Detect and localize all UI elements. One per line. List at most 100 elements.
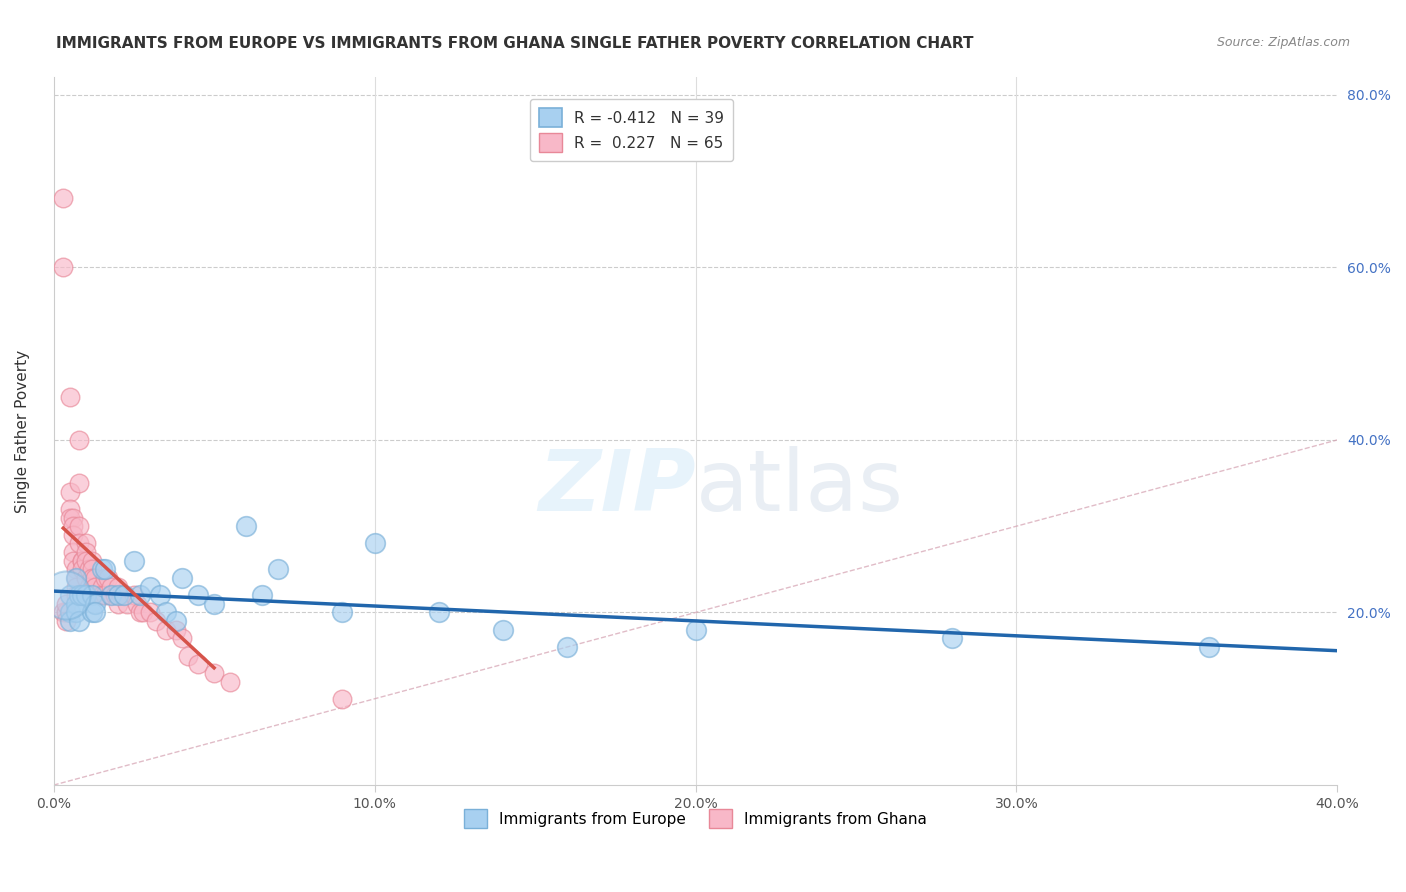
Point bbox=[84, 597, 107, 611]
Point bbox=[170, 632, 193, 646]
Point bbox=[100, 580, 122, 594]
Point bbox=[62, 554, 84, 568]
Point bbox=[129, 606, 152, 620]
Point bbox=[90, 588, 112, 602]
Point bbox=[363, 536, 385, 550]
Point bbox=[75, 545, 97, 559]
Point bbox=[100, 588, 122, 602]
Point bbox=[59, 502, 82, 516]
Point bbox=[94, 571, 117, 585]
Point bbox=[117, 597, 139, 611]
Point bbox=[177, 648, 200, 663]
Point bbox=[90, 580, 112, 594]
Point bbox=[148, 588, 170, 602]
Point bbox=[427, 606, 450, 620]
Point bbox=[75, 571, 97, 585]
Point bbox=[59, 510, 82, 524]
Point bbox=[59, 390, 82, 404]
Point bbox=[55, 597, 77, 611]
Point bbox=[67, 476, 90, 491]
Point bbox=[67, 433, 90, 447]
Point bbox=[62, 528, 84, 542]
Point bbox=[52, 260, 75, 275]
Point bbox=[170, 571, 193, 585]
Point bbox=[941, 632, 963, 646]
Point bbox=[59, 614, 82, 628]
Point bbox=[165, 614, 187, 628]
Point bbox=[72, 562, 94, 576]
Point bbox=[107, 597, 129, 611]
Point bbox=[110, 588, 132, 602]
Point bbox=[155, 606, 177, 620]
Point bbox=[62, 545, 84, 559]
Point bbox=[65, 562, 87, 576]
Point bbox=[65, 571, 87, 585]
Point bbox=[219, 674, 242, 689]
Point bbox=[72, 554, 94, 568]
Text: IMMIGRANTS FROM EUROPE VS IMMIGRANTS FROM GHANA SINGLE FATHER POVERTY CORRELATIO: IMMIGRANTS FROM EUROPE VS IMMIGRANTS FRO… bbox=[56, 36, 974, 51]
Point bbox=[84, 606, 107, 620]
Text: ZIP: ZIP bbox=[538, 446, 696, 529]
Legend: Immigrants from Europe, Immigrants from Ghana: Immigrants from Europe, Immigrants from … bbox=[458, 803, 934, 834]
Point bbox=[235, 519, 257, 533]
Point bbox=[555, 640, 578, 654]
Point bbox=[187, 657, 209, 672]
Point bbox=[75, 536, 97, 550]
Point bbox=[62, 510, 84, 524]
Point bbox=[84, 571, 107, 585]
Point bbox=[685, 623, 707, 637]
Point bbox=[82, 562, 104, 576]
Point bbox=[492, 623, 515, 637]
Point bbox=[67, 519, 90, 533]
Text: Source: ZipAtlas.com: Source: ZipAtlas.com bbox=[1216, 36, 1350, 49]
Point bbox=[252, 588, 274, 602]
Point bbox=[82, 554, 104, 568]
Point bbox=[65, 588, 87, 602]
Point bbox=[59, 588, 82, 602]
Point bbox=[72, 588, 94, 602]
Point bbox=[122, 588, 145, 602]
Point bbox=[67, 536, 90, 550]
Point bbox=[112, 588, 135, 602]
Point bbox=[267, 562, 290, 576]
Point bbox=[52, 606, 75, 620]
Point bbox=[55, 588, 77, 602]
Point bbox=[165, 623, 187, 637]
Point bbox=[94, 588, 117, 602]
Point bbox=[59, 606, 82, 620]
Point bbox=[112, 588, 135, 602]
Point bbox=[75, 554, 97, 568]
Point bbox=[332, 606, 354, 620]
Point bbox=[65, 571, 87, 585]
Point bbox=[62, 519, 84, 533]
Point bbox=[145, 614, 167, 628]
Point bbox=[104, 588, 127, 602]
Point bbox=[139, 580, 162, 594]
Point bbox=[82, 606, 104, 620]
Point bbox=[1198, 640, 1220, 654]
Point bbox=[55, 614, 77, 628]
Point bbox=[90, 562, 112, 576]
Point bbox=[100, 588, 122, 602]
Point bbox=[139, 606, 162, 620]
Point bbox=[72, 554, 94, 568]
Point bbox=[107, 588, 129, 602]
Point bbox=[202, 597, 225, 611]
Point bbox=[94, 562, 117, 576]
Point bbox=[332, 691, 354, 706]
Point bbox=[97, 571, 120, 585]
Point bbox=[82, 571, 104, 585]
Point bbox=[202, 665, 225, 680]
Point bbox=[67, 614, 90, 628]
Point bbox=[55, 606, 77, 620]
Point bbox=[129, 588, 152, 602]
Point bbox=[65, 606, 87, 620]
Point bbox=[155, 623, 177, 637]
Point bbox=[65, 597, 87, 611]
Point bbox=[77, 562, 100, 576]
Point bbox=[84, 580, 107, 594]
Point bbox=[67, 588, 90, 602]
Point bbox=[107, 580, 129, 594]
Point bbox=[82, 588, 104, 602]
Point bbox=[122, 554, 145, 568]
